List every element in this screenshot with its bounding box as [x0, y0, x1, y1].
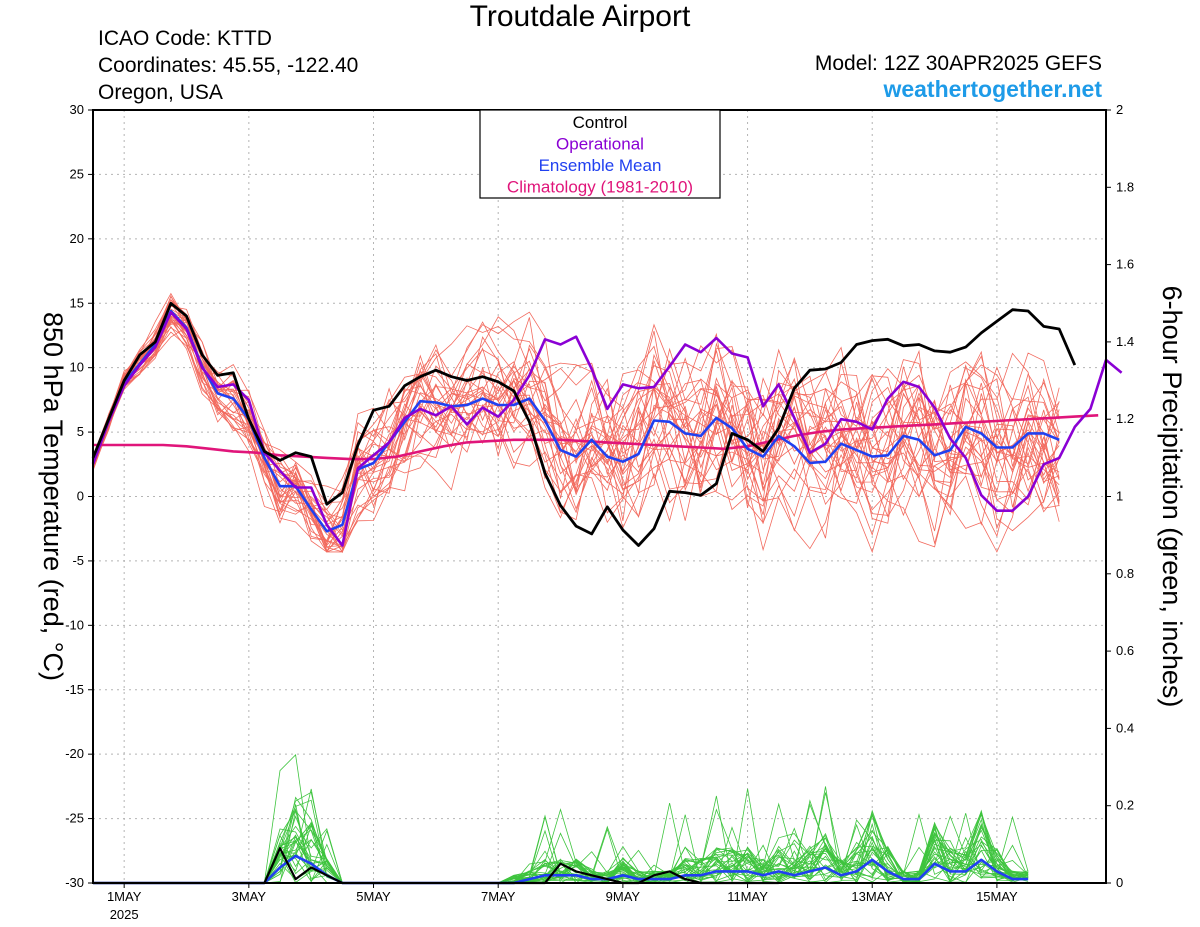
left-tick-label: 5	[77, 424, 84, 439]
grid-lines	[93, 110, 1106, 883]
left-tick-label: -20	[65, 746, 84, 761]
x-tick-label: 3MAY	[232, 889, 267, 904]
precip-member-line-28	[93, 792, 1029, 884]
left-tick-label: 15	[70, 295, 84, 310]
right-tick-label: 1.4	[1116, 334, 1134, 349]
left-tick-label: 25	[70, 166, 84, 181]
left-tick-label: -5	[72, 553, 84, 568]
temp-member-line-11	[92, 321, 1060, 553]
temp-member-line-9	[92, 319, 1060, 553]
coordinates: Coordinates: 45.55, -122.40	[98, 54, 359, 77]
legend-entry-3: Ensemble Mean	[539, 156, 662, 175]
right-tick-label: 2	[1116, 102, 1123, 117]
right-tick-label: 0.8	[1116, 566, 1134, 581]
temp-member-line-2	[92, 302, 1060, 553]
ensemble-members	[92, 292, 1060, 884]
site-brand: weathertogether.net	[883, 76, 1102, 102]
x-axis-ticks: 1MAY 2025 3MAY 5MAY 7MAY 9MAY 11MAY 13MAY 15MAY	[107, 883, 1018, 922]
x-tick-sublabel: 2025	[110, 907, 139, 922]
legend-entry-2: Operational	[556, 135, 644, 154]
right-tick-label: 1	[1116, 489, 1123, 504]
legend-entry-1: Control	[573, 113, 628, 132]
right-tick-label: 1.6	[1116, 257, 1134, 272]
x-tick-label: 5MAY	[356, 889, 391, 904]
right-axis-ticks: 2 1.8 1.6 1.4 1.2 1 0.8 0.6 0.4 0.2 0	[1106, 102, 1134, 890]
right-tick-label: 1.2	[1116, 411, 1134, 426]
x-tick-label: 13MAY	[851, 889, 893, 904]
left-tick-label: 10	[70, 360, 84, 375]
main-series	[91, 301, 1123, 885]
legend-entry-4: Climatology (1981-2010)	[507, 178, 693, 197]
right-tick-label: 1.8	[1116, 179, 1134, 194]
precip-member-line-3	[93, 791, 1029, 884]
left-axis-ticks: 30 25 20 15 10 5 0 -5 -10 -15 -20 -25 -30	[65, 102, 93, 890]
model-run: Model: 12Z 30APR2025 GEFS	[814, 52, 1102, 75]
temp-member-line-23	[92, 295, 1060, 550]
icao-code: ICAO Code: KTTD	[98, 27, 272, 50]
right-tick-label: 0	[1116, 875, 1123, 890]
chart-title: Troutdale Airport	[469, 0, 691, 33]
region: Oregon, USA	[98, 81, 223, 104]
temp-member-line-6	[92, 321, 1060, 553]
left-tick-label: 0	[77, 489, 84, 504]
legend-box	[479, 109, 721, 199]
right-axis-label: 6-hour Precipitation (green, inches)	[1157, 286, 1187, 708]
temp-member-line-8	[92, 326, 1060, 539]
left-tick-label: -10	[65, 617, 84, 632]
left-tick-label: -25	[65, 811, 84, 826]
left-tick-label: 20	[70, 231, 84, 246]
left-tick-label: -15	[65, 682, 84, 697]
x-tick-label: 15MAY	[976, 889, 1018, 904]
x-tick-label: 9MAY	[606, 889, 641, 904]
x-tick-label: 11MAY	[727, 889, 768, 904]
right-tick-label: 0.4	[1116, 720, 1134, 735]
left-tick-label: 30	[70, 102, 84, 117]
temp-member-line-16	[92, 317, 1060, 554]
climatology-line	[93, 414, 1099, 461]
x-tick-label: 1MAY	[107, 889, 142, 904]
temp-member-line-27	[92, 317, 1060, 541]
control-line	[91, 301, 1077, 547]
legend: Control Operational Ensemble Mean Climatolo…	[479, 109, 721, 199]
x-tick-label: 7MAY	[481, 889, 516, 904]
temp-member-line-25	[92, 319, 1060, 553]
right-tick-label: 0.6	[1116, 643, 1134, 658]
right-tick-label: 0.2	[1116, 798, 1134, 813]
left-tick-label: -30	[65, 875, 84, 890]
left-axis-label: 850 hPa Temperature (red, °C)	[38, 312, 68, 681]
